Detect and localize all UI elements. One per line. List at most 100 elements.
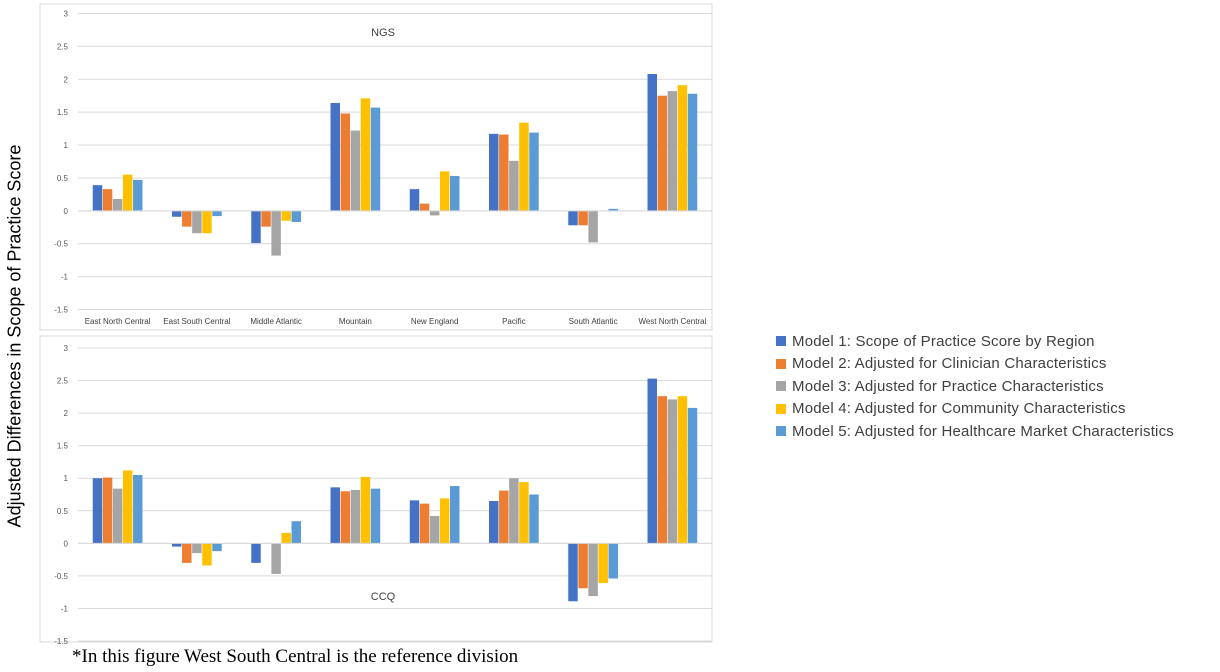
y-axis-title: Adjusted Differences in Scope of Practic… xyxy=(4,144,25,528)
bar xyxy=(588,543,598,597)
bar xyxy=(102,477,113,544)
bar xyxy=(330,102,340,211)
y-tick-label: 0.5 xyxy=(57,507,69,516)
bar xyxy=(172,210,182,217)
bar xyxy=(409,500,420,544)
bar xyxy=(429,210,440,216)
y-tick-label: 2 xyxy=(64,75,69,84)
legend-swatch-model-1 xyxy=(776,336,786,347)
y-tick-label: 3 xyxy=(64,344,69,353)
bar xyxy=(112,198,123,211)
y-tick-label: 1 xyxy=(64,474,69,483)
bar xyxy=(102,189,113,211)
y-tick-label: 1.5 xyxy=(57,442,69,451)
bar xyxy=(370,488,381,544)
bar xyxy=(409,189,420,211)
bar xyxy=(172,543,182,547)
legend-label-model-2: Model 2: Adjusted for Clinician Characte… xyxy=(792,355,1107,373)
bar xyxy=(92,478,103,544)
legend-item-model-4: Model 4: Adjusted for Community Characte… xyxy=(776,398,1174,421)
bar xyxy=(499,134,509,211)
bar xyxy=(687,93,698,211)
legend: Model 1: Scope of Practice Score by Regi… xyxy=(776,330,1174,443)
bar xyxy=(202,210,212,234)
y-tick-label: 1.5 xyxy=(57,108,69,117)
legend-item-model-2: Model 2: Adjusted for Clinician Characte… xyxy=(776,353,1174,376)
category-label: East South Central xyxy=(163,317,230,326)
bar xyxy=(489,133,499,211)
bar xyxy=(667,399,678,544)
bar xyxy=(202,543,212,566)
bar xyxy=(578,543,588,589)
bar xyxy=(360,476,371,544)
bar xyxy=(568,543,578,602)
bar xyxy=(667,91,678,211)
category-label: New England xyxy=(411,317,459,326)
footnote: *In this figure West South Central is th… xyxy=(72,646,519,667)
bar xyxy=(192,210,202,234)
bar xyxy=(360,98,371,211)
bar xyxy=(608,208,618,211)
category-label: West North Central xyxy=(638,317,706,326)
y-tick-label: -1.5 xyxy=(54,306,68,315)
bar xyxy=(598,543,608,584)
ccq-panel: 3 2.5 2 1.5 1 0.5 0 -0.5 -1 -1.5 CCQ xyxy=(39,335,713,646)
legend-label-model-3: Model 3: Adjusted for Practice Character… xyxy=(792,377,1104,395)
bar xyxy=(291,521,301,544)
category-label: East North Central xyxy=(85,317,151,326)
legend-label-model-1: Model 1: Scope of Practice Score by Regi… xyxy=(792,332,1095,350)
legend-swatch-model-5 xyxy=(776,426,786,437)
bar xyxy=(291,210,301,223)
y-tick-label: 0 xyxy=(64,207,69,216)
legend-label-model-5: Model 5: Adjusted for Healthcare Market … xyxy=(792,422,1174,440)
bar xyxy=(281,532,291,544)
bar xyxy=(519,482,529,544)
category-label: Pacific xyxy=(502,317,526,326)
y-tick-label: -0.5 xyxy=(54,572,68,581)
bar xyxy=(122,174,133,211)
legend-swatch-model-2 xyxy=(776,358,786,369)
y-tick-label: 3 xyxy=(64,10,69,19)
legend-swatch-model-4 xyxy=(776,403,786,414)
bar xyxy=(271,210,281,256)
bar xyxy=(251,543,261,563)
y-tick-label: 2.5 xyxy=(57,377,69,386)
bar xyxy=(182,543,192,563)
bar xyxy=(568,210,578,226)
bar xyxy=(330,487,340,544)
panel-frame xyxy=(39,3,713,331)
category-label: Mountain xyxy=(339,317,372,326)
panel-frame xyxy=(39,335,713,643)
panel-title: CCQ xyxy=(371,591,396,603)
bar xyxy=(677,85,688,211)
y-tick-label: 2 xyxy=(64,409,69,418)
bar xyxy=(439,498,450,544)
bar xyxy=(489,501,499,544)
bar xyxy=(340,113,351,211)
y-axis-title-wrapper: Adjusted Differences in Scope of Practic… xyxy=(2,0,28,672)
bar xyxy=(212,210,222,217)
bar xyxy=(519,122,529,211)
bar xyxy=(350,489,361,544)
bar xyxy=(370,107,381,211)
bar xyxy=(92,185,103,211)
bar xyxy=(677,396,688,544)
legend-item-model-3: Model 3: Adjusted for Practice Character… xyxy=(776,375,1174,398)
bar xyxy=(251,210,261,244)
y-tick-label: 1 xyxy=(64,141,69,150)
bar xyxy=(687,407,698,544)
bar xyxy=(509,478,519,544)
bar xyxy=(439,171,450,211)
bar xyxy=(133,179,143,211)
bar xyxy=(657,95,668,211)
bar xyxy=(212,543,222,552)
bar xyxy=(271,543,281,574)
bar xyxy=(450,486,460,544)
bar xyxy=(350,130,361,211)
bar xyxy=(192,543,202,554)
bar xyxy=(419,203,430,211)
legend-item-model-1: Model 1: Scope of Practice Score by Regi… xyxy=(776,330,1174,353)
y-tick-label: 0.5 xyxy=(57,174,69,183)
bar xyxy=(133,474,143,544)
